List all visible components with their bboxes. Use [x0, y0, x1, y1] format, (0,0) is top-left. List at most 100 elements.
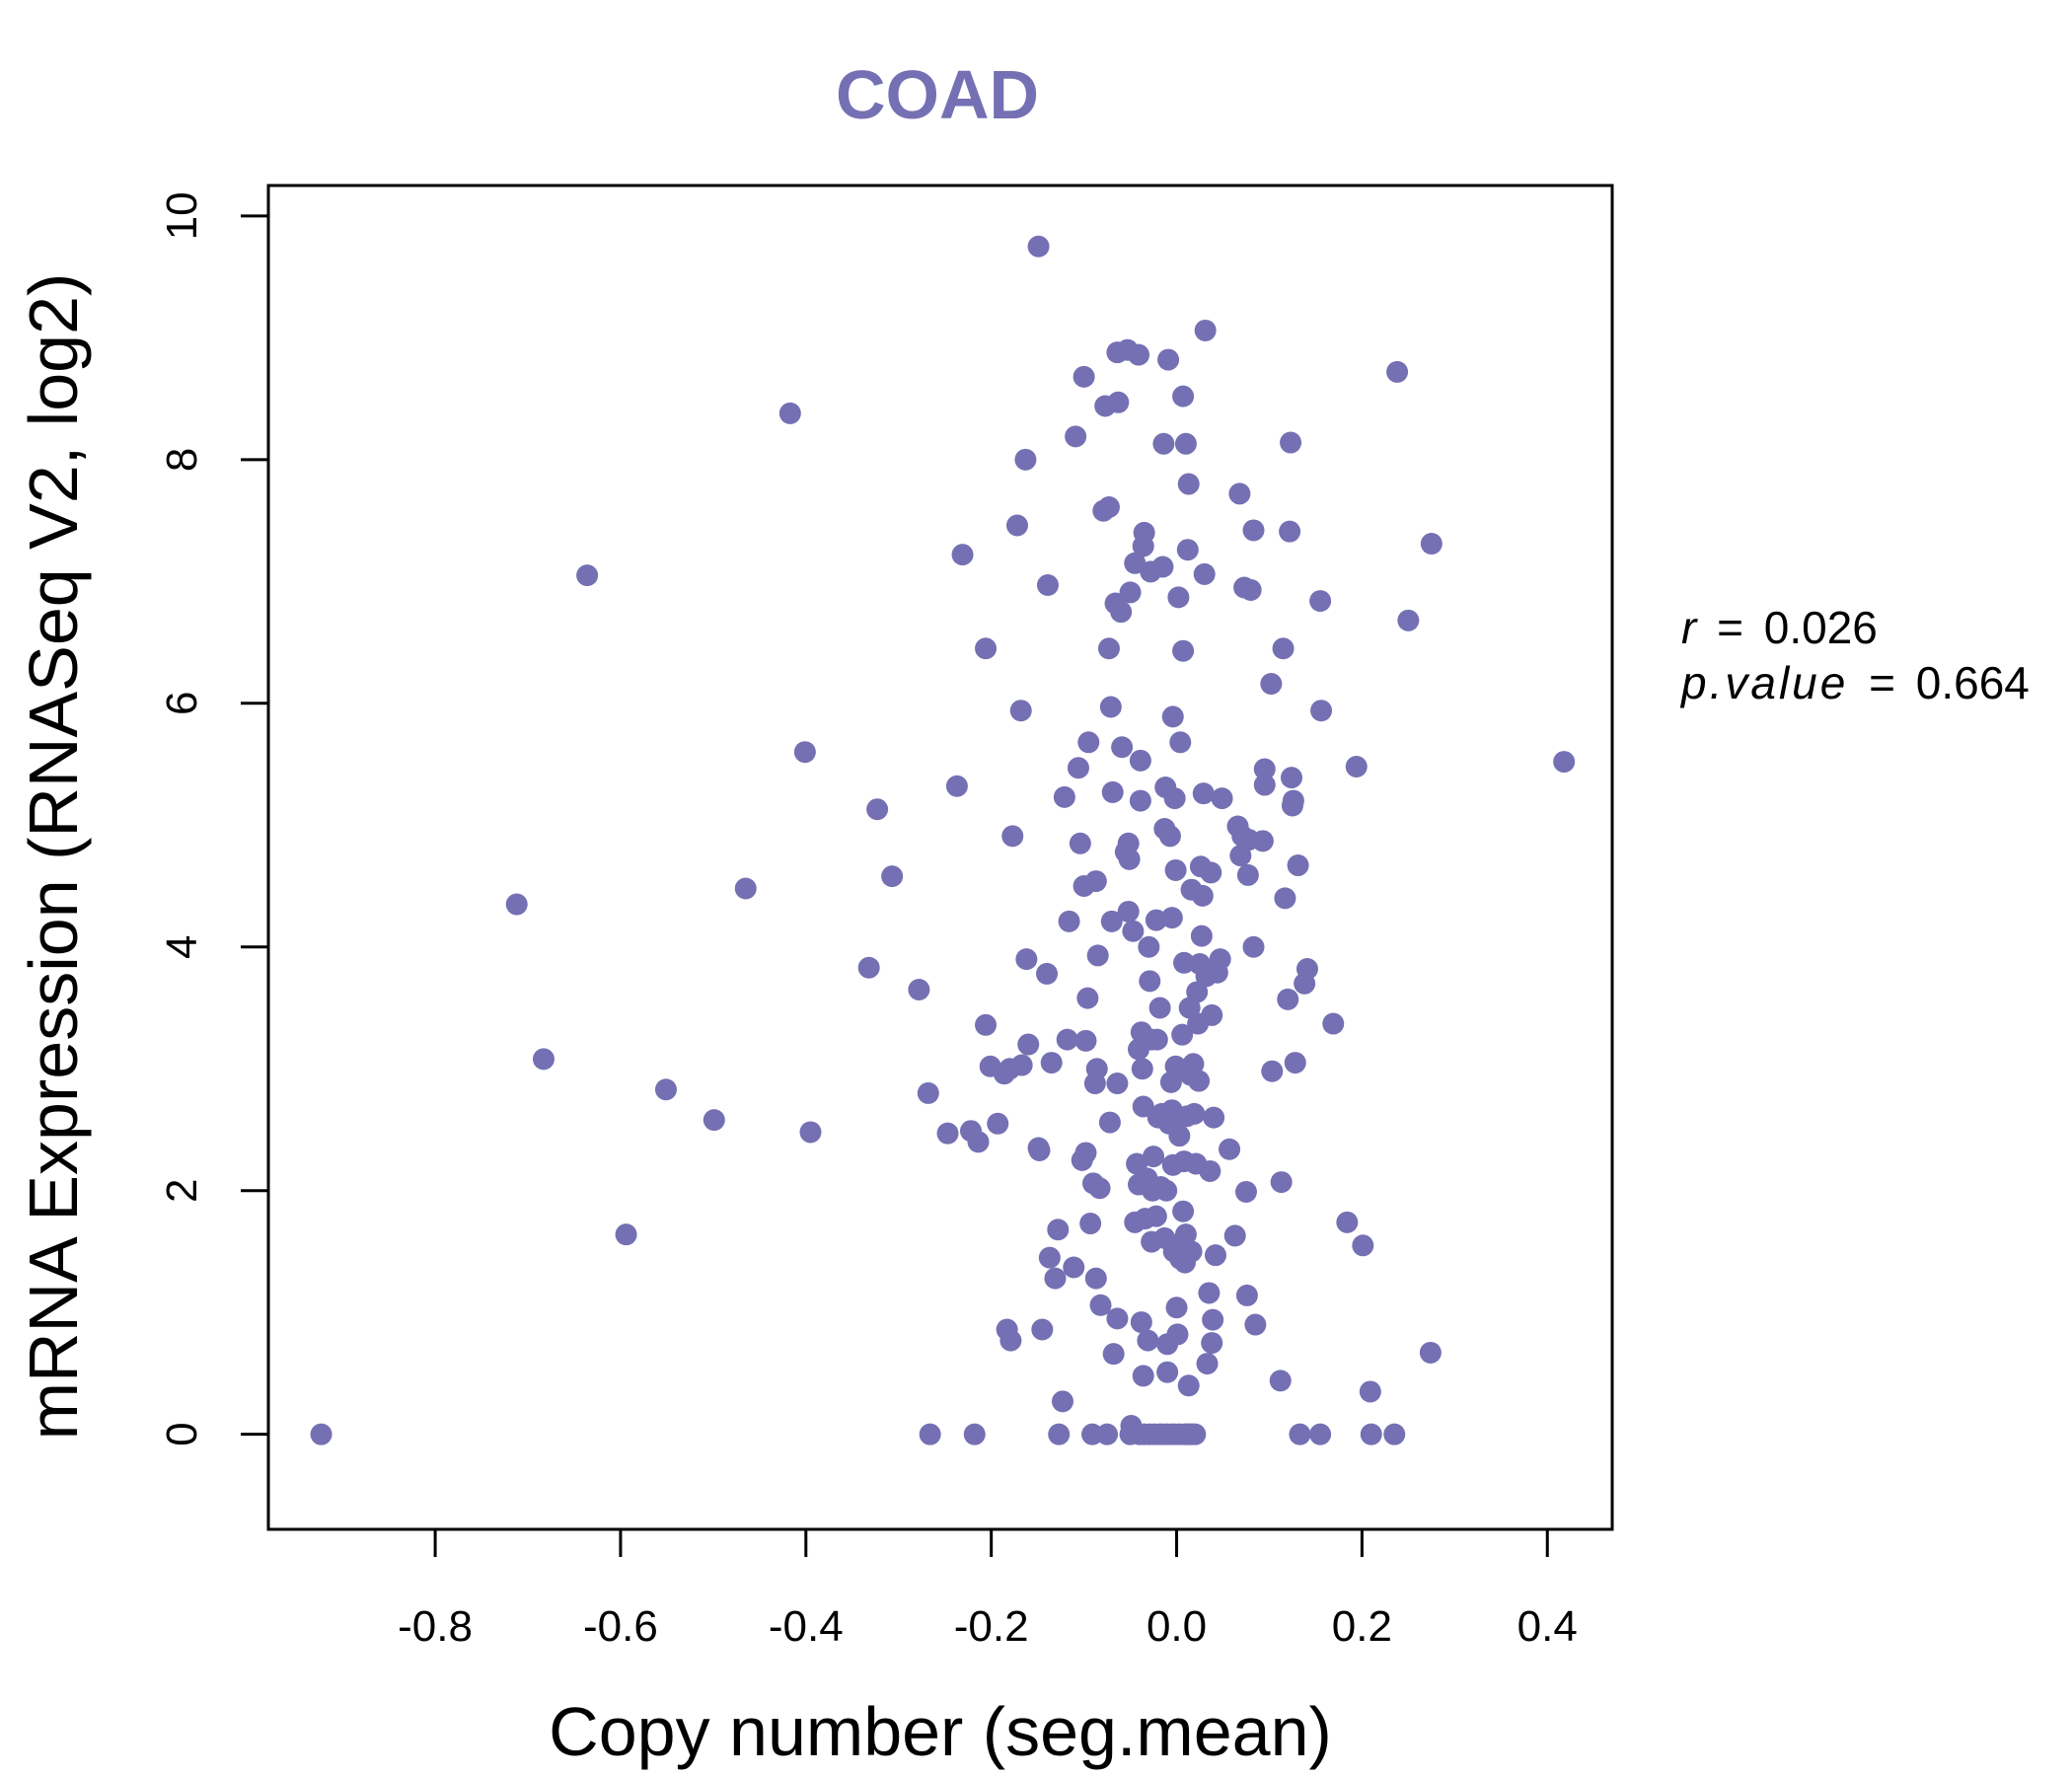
data-point: [1420, 533, 1443, 555]
data-point: [1270, 1171, 1293, 1194]
data-point: [1169, 731, 1192, 754]
data-point: [793, 741, 816, 764]
data-point: [1128, 343, 1150, 366]
data-point: [1272, 637, 1295, 660]
data-point: [1010, 1054, 1033, 1076]
data-point: [1137, 1329, 1159, 1352]
data-point: [1219, 1138, 1241, 1160]
data-point: [1017, 1033, 1040, 1056]
data-point: [1157, 348, 1180, 371]
data-point: [919, 1423, 941, 1445]
data-point: [1117, 900, 1140, 923]
data-point: [1244, 1313, 1267, 1336]
data-point: [1031, 1318, 1054, 1341]
chart-title: COAD: [836, 56, 1039, 133]
data-point: [1151, 555, 1174, 578]
p-label: p.value: [1679, 657, 1848, 708]
y-tick-label: 8: [158, 448, 206, 472]
data-point: [1184, 1423, 1207, 1445]
data-point: [963, 1423, 986, 1445]
data-point: [1260, 673, 1283, 696]
data-point: [999, 1329, 1022, 1352]
data-point: [1280, 431, 1302, 454]
data-point: [1044, 1267, 1067, 1290]
data-point: [1164, 858, 1187, 881]
data-point: [1130, 1311, 1152, 1334]
data-point: [1086, 944, 1109, 967]
data-point: [1397, 609, 1420, 631]
data-point: [1345, 756, 1368, 778]
data-point: [1119, 581, 1142, 604]
r-equals: =: [1717, 602, 1743, 653]
scatter-points: [310, 235, 1576, 1445]
data-point: [1172, 1200, 1195, 1222]
data-point: [866, 798, 889, 821]
data-point: [1309, 590, 1332, 613]
data-point: [1102, 1343, 1125, 1366]
y-tick-label: 2: [158, 1178, 206, 1202]
data-point: [1081, 1423, 1104, 1445]
data-point: [1084, 1267, 1107, 1290]
data-point: [1089, 1294, 1112, 1316]
x-tick-label: -0.2: [954, 1602, 1029, 1651]
data-point: [1027, 235, 1050, 258]
data-point: [1051, 1390, 1073, 1413]
data-point: [1287, 854, 1309, 877]
x-tick-label: -0.6: [583, 1602, 658, 1651]
data-point: [1138, 935, 1160, 958]
data-point: [1172, 639, 1195, 662]
data-point: [1101, 780, 1124, 803]
data-point: [1242, 519, 1265, 542]
data-point: [1158, 825, 1181, 848]
data-point: [1028, 1139, 1051, 1161]
data-point: [1282, 789, 1304, 812]
p-value: 0.664: [1916, 657, 2030, 708]
data-point: [908, 978, 930, 1000]
data-point: [1129, 749, 1151, 772]
data-point: [615, 1223, 637, 1246]
data-point: [1176, 539, 1199, 561]
data-point: [1063, 1256, 1085, 1279]
data-point: [778, 402, 801, 424]
data-point: [1196, 1353, 1219, 1375]
data-point: [975, 637, 998, 660]
data-point: [1118, 848, 1141, 870]
data-point: [1038, 1246, 1061, 1269]
data-point: [1058, 910, 1080, 932]
data-point: [1182, 1053, 1205, 1075]
y-tick-label: 6: [158, 692, 206, 715]
data-point: [1084, 870, 1107, 893]
data-point: [1166, 1323, 1189, 1346]
data-point: [1014, 448, 1037, 471]
data-point: [1107, 391, 1130, 413]
data-point: [1188, 1070, 1211, 1092]
data-point: [1553, 751, 1576, 774]
data-point: [1117, 832, 1140, 854]
x-axis: -0.8 -0.6 -0.4 -0.2 0.0 0.2 0.4: [398, 1527, 1578, 1651]
data-point: [1106, 1073, 1129, 1095]
data-point: [703, 1109, 725, 1132]
data-point: [1122, 920, 1145, 942]
data-point: [799, 1121, 822, 1144]
data-point: [1069, 832, 1091, 854]
data-point: [1322, 1012, 1345, 1035]
data-point: [917, 1081, 939, 1104]
data-point: [975, 1013, 998, 1036]
data-point: [1383, 1423, 1406, 1445]
plot-frame: [266, 184, 1614, 1531]
data-point: [1199, 1159, 1221, 1182]
data-point: [1168, 1125, 1191, 1147]
data-point: [1360, 1423, 1382, 1445]
data-point: [1180, 1240, 1203, 1263]
data-point: [936, 1122, 959, 1145]
data-point: [1204, 1244, 1226, 1267]
data-point: [1198, 1282, 1221, 1304]
data-point: [1201, 1003, 1223, 1026]
data-point: [1036, 962, 1059, 985]
data-point: [1106, 1307, 1129, 1330]
data-point: [1253, 758, 1276, 780]
p-equals: =: [1869, 657, 1895, 708]
data-point: [1047, 1219, 1070, 1241]
data-point: [1139, 970, 1161, 993]
x-tick-label: 0.4: [1517, 1602, 1578, 1651]
